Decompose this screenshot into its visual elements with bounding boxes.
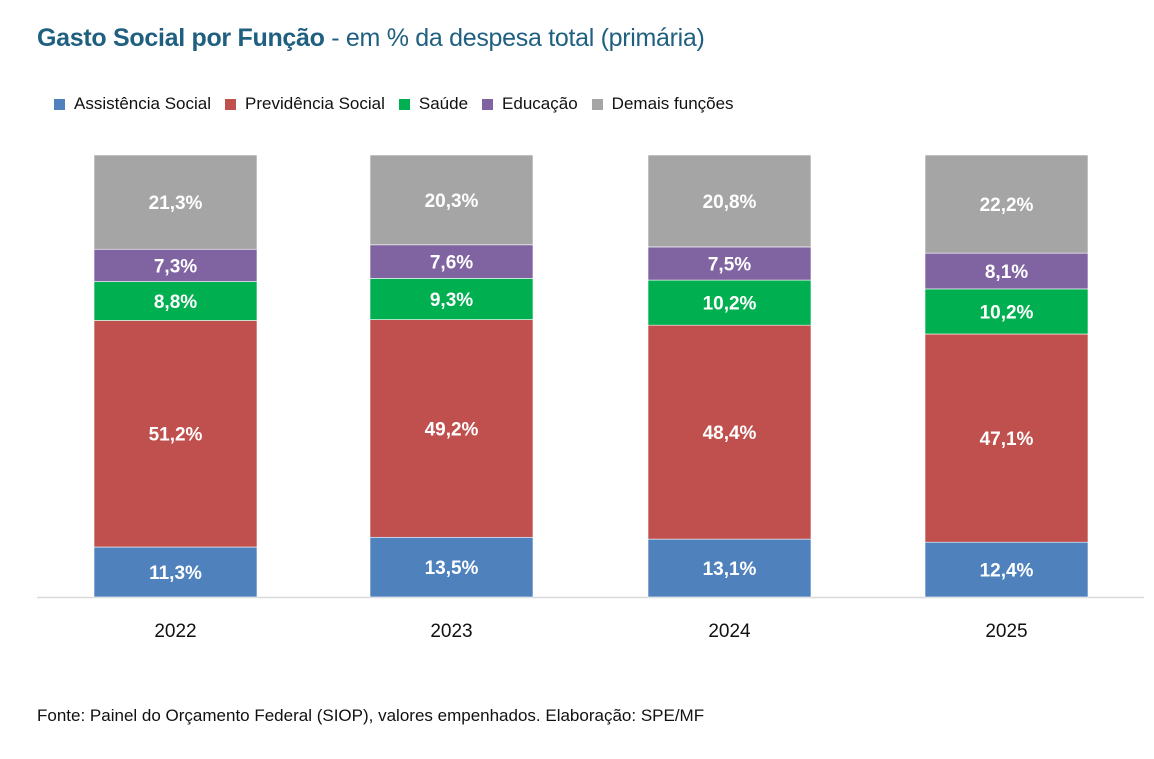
data-label: 12,4% (980, 561, 1034, 582)
bar-segment (93, 281, 258, 321)
bar-segment (647, 246, 812, 281)
data-label: 20,3% (425, 191, 479, 212)
bar-segment (924, 541, 1089, 598)
bar-segment (647, 154, 812, 248)
legend-swatch (54, 98, 65, 110)
bar-segment (93, 154, 258, 250)
legend-label: Previdência Social (245, 94, 385, 113)
chart-title: Gasto Social por Função - em % da despes… (37, 24, 705, 53)
bar-segment (647, 279, 812, 326)
legend-label: Assistência Social (74, 94, 212, 113)
bar-segment (369, 536, 534, 598)
legend-swatch (591, 98, 603, 110)
legend-label: Educação (502, 94, 578, 113)
data-label: 48,4% (703, 423, 757, 444)
x-tick-label: 2025 (985, 621, 1027, 642)
legend-swatch (225, 98, 237, 110)
bar-segment (93, 320, 258, 548)
data-label: 21,3% (149, 193, 203, 214)
legend-label: Saúde (418, 94, 469, 113)
bar-segment (369, 154, 534, 246)
bar-segment (93, 248, 258, 282)
data-label: 51,2% (149, 425, 203, 446)
bar-segment (369, 278, 534, 320)
data-label: 7,3% (154, 256, 197, 277)
data-label: 7,6% (430, 253, 473, 274)
x-tick-label: 2024 (708, 621, 751, 642)
x-tick-label: 2023 (430, 621, 472, 642)
legend-item: Saúde (398, 94, 469, 114)
data-label: 10,2% (703, 294, 757, 315)
legend-item: Assistência Social (54, 94, 211, 114)
bar-segment (93, 546, 258, 598)
data-label: 13,1% (703, 559, 757, 580)
x-tick-label: 2022 (154, 621, 196, 642)
data-label: 9,3% (430, 290, 473, 311)
bar-segment (647, 324, 812, 540)
chart-title-main: Gasto Social por Função (37, 24, 325, 52)
legend-swatch (482, 98, 494, 110)
legend: Assistência Social Previdência Social Saúd… (54, 94, 734, 114)
data-label: 22,2% (980, 195, 1034, 216)
bar-segment (924, 154, 1089, 254)
legend-item: Demais funções (591, 94, 734, 114)
legend-label: Demais funções (611, 94, 734, 113)
data-label: 8,8% (154, 292, 197, 313)
bar-segment (924, 333, 1089, 543)
legend-item: Educação (482, 94, 578, 114)
data-label: 20,8% (703, 192, 757, 213)
data-label: 8,1% (985, 262, 1028, 283)
bar-segment (924, 252, 1089, 290)
data-label: 7,5% (708, 255, 751, 276)
legend-item: Previdência Social (225, 94, 385, 114)
data-label: 13,5% (425, 558, 479, 579)
data-label: 49,2% (425, 419, 479, 440)
data-label: 11,3% (149, 563, 202, 584)
legend-swatch (398, 98, 410, 110)
bar-segment (924, 288, 1089, 335)
data-label: 10,2% (980, 302, 1034, 323)
bar-segment (647, 538, 812, 598)
bar-segment (369, 244, 534, 279)
data-label: 47,1% (980, 429, 1034, 450)
chart-subtitle: - em % da despesa total (primária) (331, 24, 705, 52)
source-note: Fonte: Painel do Orçamento Federal (SIOP… (37, 706, 705, 725)
